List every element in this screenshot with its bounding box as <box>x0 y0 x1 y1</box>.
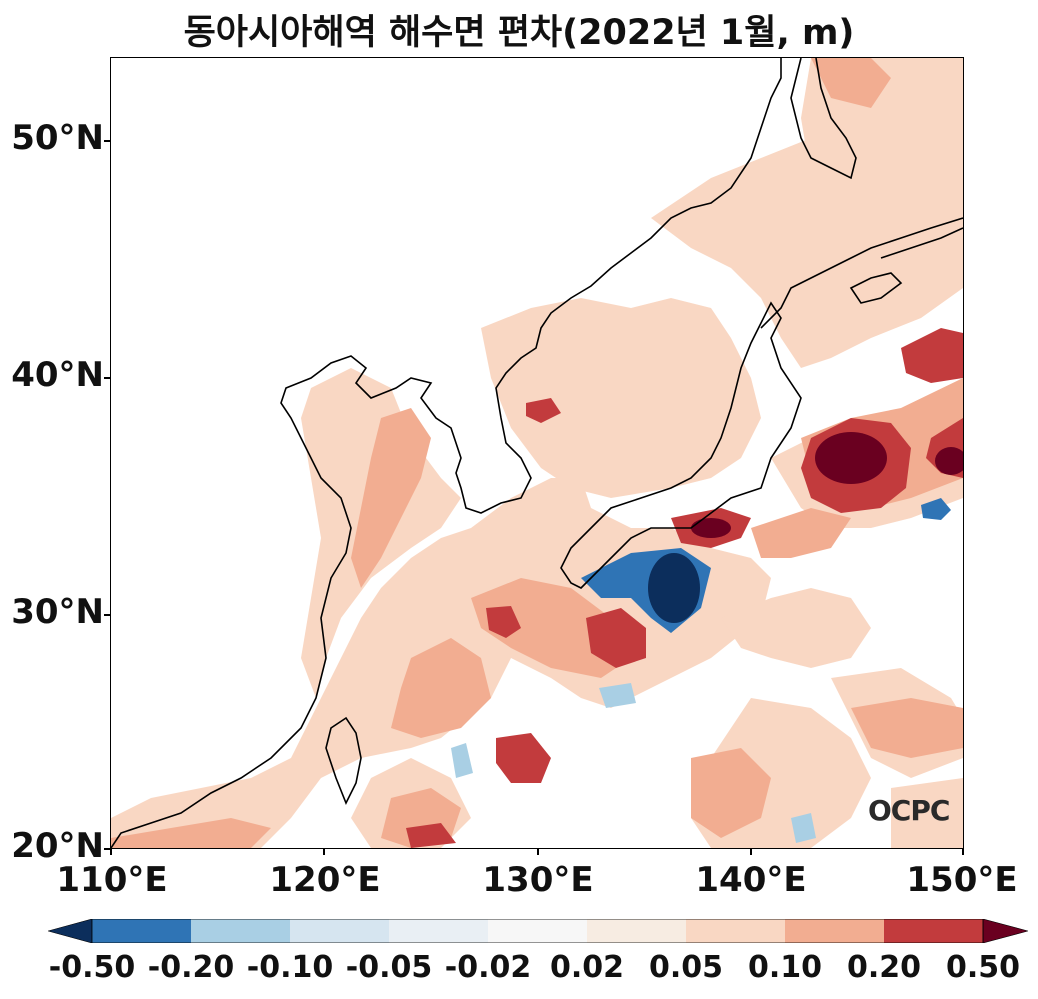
colorbar-segment <box>587 919 687 943</box>
colorbar-label: -0.50 <box>48 950 136 985</box>
lon-tick <box>323 849 325 855</box>
coastlines <box>111 58 963 848</box>
lat-tick <box>104 848 110 850</box>
colorbar-segment <box>488 919 588 943</box>
lat-label-50n: 50°N <box>11 118 104 158</box>
lon-label-130e: 130°E <box>482 860 594 900</box>
lon-tick <box>537 849 539 855</box>
lon-label-140e: 140°E <box>695 860 807 900</box>
colorbar-under-arrow <box>48 919 93 943</box>
colorbar-label: -0.02 <box>444 950 532 985</box>
map-panel <box>110 57 964 849</box>
colorbar-label: 0.50 <box>945 950 1021 985</box>
lat-label-40n: 40°N <box>11 355 104 395</box>
colorbar-segment <box>884 919 984 943</box>
map-title: 동아시아해역 해수면 편차(2022년 1월, m) <box>183 13 855 53</box>
colorbar-segment <box>686 919 786 943</box>
colorbar-over-arrow <box>982 919 1028 943</box>
lat-label-30n: 30°N <box>11 592 104 632</box>
colorbar-label: 0.20 <box>846 950 922 985</box>
lat-tick <box>104 140 110 142</box>
lon-label-120e: 120°E <box>269 860 381 900</box>
colorbar <box>48 919 1028 943</box>
colorbar-outline <box>91 919 984 943</box>
colorbar-segment <box>92 919 192 943</box>
lon-label-110e: 110°E <box>56 860 168 900</box>
colorbar-label: -0.05 <box>345 950 433 985</box>
colorbar-segments <box>92 919 984 943</box>
lon-tick <box>962 849 964 855</box>
colorbar-label: -0.20 <box>147 950 235 985</box>
lon-tick <box>750 849 752 855</box>
colorbar-label: -0.10 <box>246 950 334 985</box>
colorbar-segment <box>389 919 489 943</box>
lat-label-20n: 20°N <box>11 826 104 866</box>
colorbar-label: 0.02 <box>549 950 625 985</box>
colorbar-segment <box>785 919 885 943</box>
ocpc-logo: OCPC <box>868 794 950 827</box>
anomaly-field-negative <box>451 498 951 843</box>
colorbar-label: 0.05 <box>648 950 724 985</box>
lon-label-150e: 150°E <box>906 860 1018 900</box>
anomaly-field-extreme-positive <box>691 432 963 538</box>
lat-tick <box>104 614 110 616</box>
lat-tick <box>104 377 110 379</box>
sea-level-anomaly-map <box>111 58 963 848</box>
colorbar-segment <box>290 919 390 943</box>
lon-tick <box>110 849 112 855</box>
colorbar-label: 0.10 <box>747 950 823 985</box>
colorbar-segment <box>191 919 291 943</box>
